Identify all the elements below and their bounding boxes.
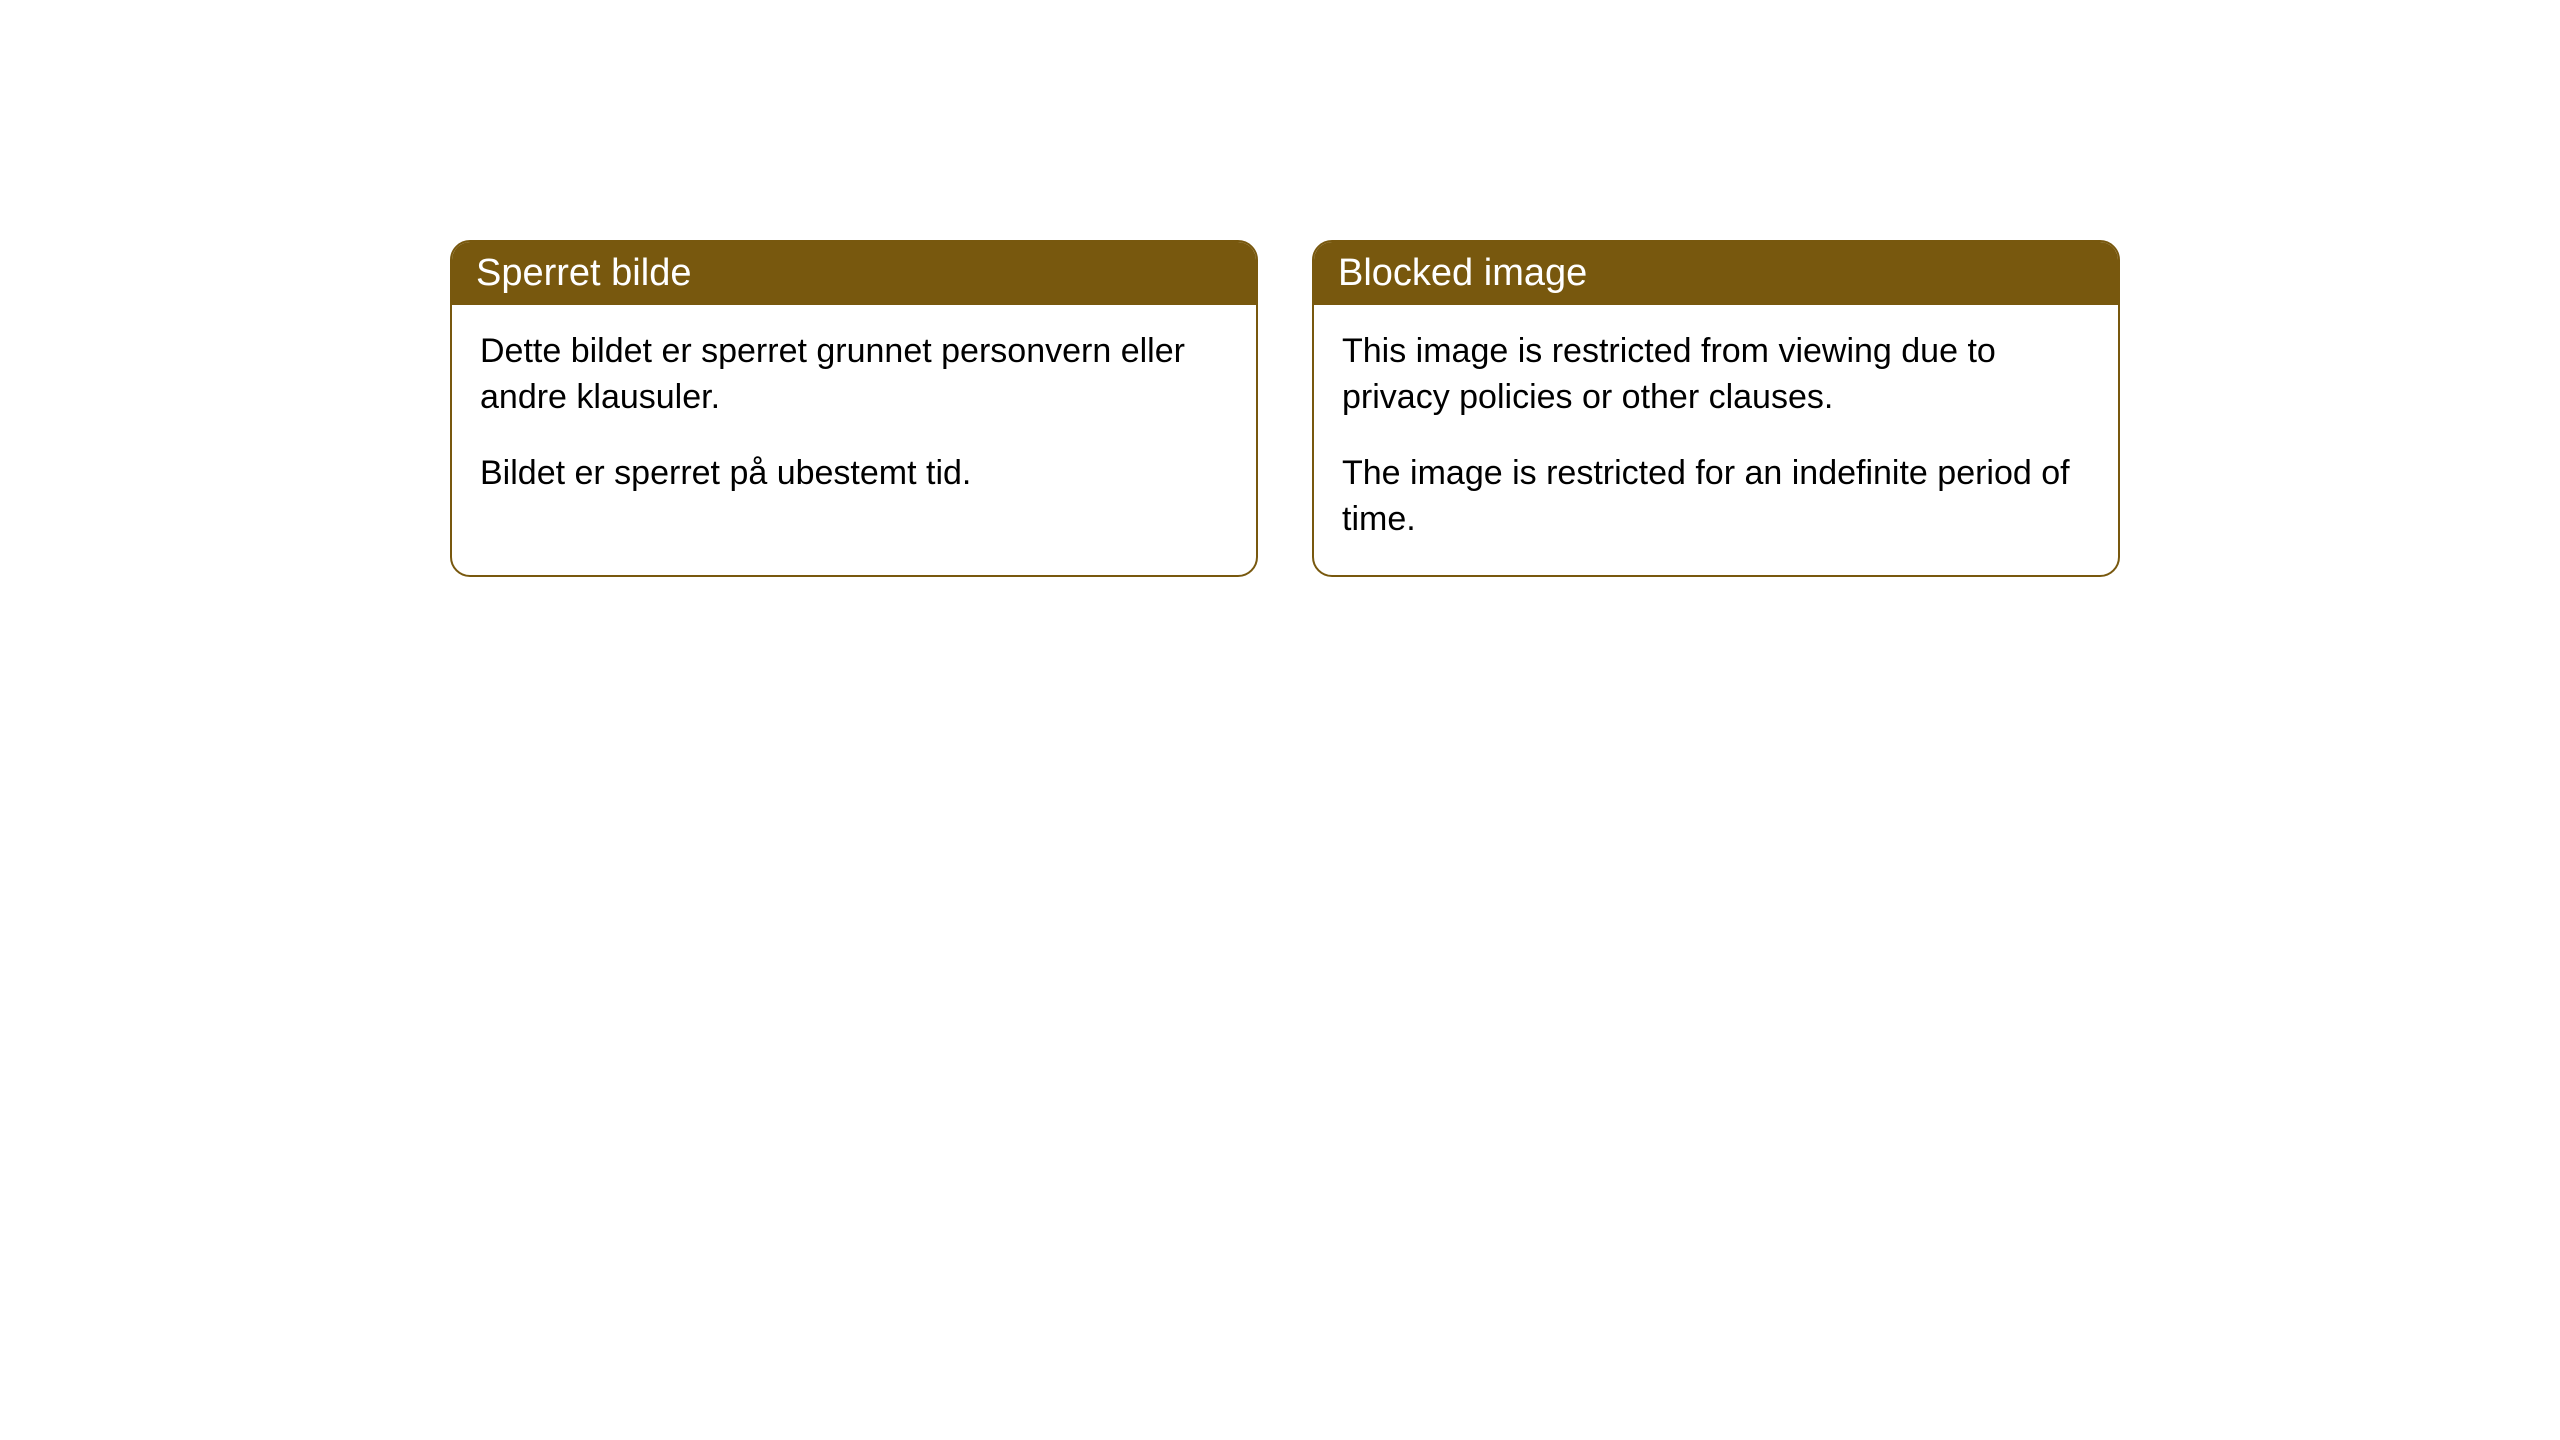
notice-paragraph: This image is restricted from viewing du…: [1342, 329, 2090, 421]
notice-paragraph: Dette bildet er sperret grunnet personve…: [480, 329, 1228, 421]
notice-body-norwegian: Dette bildet er sperret grunnet personve…: [452, 305, 1256, 529]
notice-header-english: Blocked image: [1314, 242, 2118, 305]
notice-title: Blocked image: [1338, 252, 1587, 294]
notice-card-norwegian: Sperret bilde Dette bildet er sperret gr…: [450, 240, 1258, 577]
notice-paragraph: Bildet er sperret på ubestemt tid.: [480, 451, 1228, 497]
notice-container: Sperret bilde Dette bildet er sperret gr…: [450, 240, 2120, 577]
notice-title: Sperret bilde: [476, 252, 691, 294]
notice-header-norwegian: Sperret bilde: [452, 242, 1256, 305]
notice-card-english: Blocked image This image is restricted f…: [1312, 240, 2120, 577]
notice-body-english: This image is restricted from viewing du…: [1314, 305, 2118, 575]
notice-paragraph: The image is restricted for an indefinit…: [1342, 451, 2090, 543]
